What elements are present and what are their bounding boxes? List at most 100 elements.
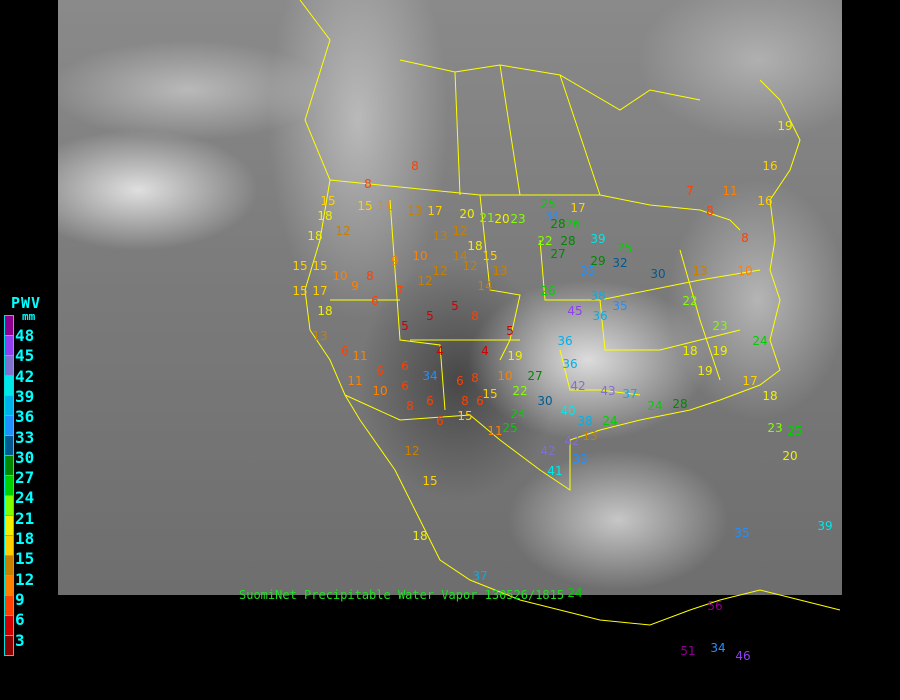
boundary-line bbox=[344, 79, 801, 491]
station-pwv-value: 11 bbox=[377, 199, 392, 213]
station-pwv-value: 8 bbox=[706, 204, 714, 218]
boundary-line bbox=[399, 59, 701, 111]
station-pwv-value: 13 bbox=[312, 329, 327, 343]
station-pwv-value: 18 bbox=[307, 229, 322, 243]
station-pwv-value: 9 bbox=[351, 279, 359, 293]
station-pwv-value: 5 bbox=[506, 324, 514, 338]
station-pwv-value: 8 bbox=[471, 371, 479, 385]
station-pwv-value: 18 bbox=[412, 529, 427, 543]
station-pwv-value: 13 bbox=[407, 204, 422, 218]
legend-label: 45 bbox=[15, 346, 35, 366]
legend-swatch bbox=[4, 455, 14, 475]
legend-color-bar bbox=[4, 315, 14, 656]
boundary-line bbox=[559, 74, 601, 196]
station-pwv-value: 27 bbox=[527, 369, 542, 383]
station-pwv-value: 23 bbox=[712, 319, 727, 333]
legend-label: 9 bbox=[15, 589, 25, 609]
map-caption: SuomiNet Precipitable Water Vapor 130526… bbox=[239, 588, 565, 602]
boundary-line bbox=[679, 249, 721, 381]
legend-label: 42 bbox=[15, 366, 35, 386]
station-pwv-value: 25 bbox=[787, 424, 802, 438]
station-pwv-value: 7 bbox=[396, 284, 404, 298]
station-pwv-value: 15 bbox=[482, 387, 497, 401]
station-pwv-value: 16 bbox=[762, 159, 777, 173]
station-pwv-value: 26 bbox=[565, 217, 580, 231]
station-pwv-value: 6 bbox=[436, 414, 444, 428]
station-pwv-value: 20 bbox=[782, 449, 797, 463]
station-pwv-value: 19 bbox=[507, 349, 522, 363]
station-pwv-value: 12 bbox=[462, 259, 477, 273]
station-pwv-value: 29 bbox=[590, 254, 605, 268]
legend-label: 36 bbox=[15, 407, 35, 427]
station-pwv-value: 41 bbox=[547, 464, 562, 478]
station-pwv-value: 10 bbox=[372, 384, 387, 398]
station-pwv-value: 38 bbox=[577, 414, 592, 428]
legend-label: 6 bbox=[15, 610, 25, 630]
station-pwv-value: 6 bbox=[376, 364, 384, 378]
station-pwv-value: 18 bbox=[682, 344, 697, 358]
legend-label: 18 bbox=[15, 529, 35, 548]
station-pwv-value: 23 bbox=[510, 212, 525, 226]
station-pwv-value: 28 bbox=[550, 217, 565, 231]
boundary-line bbox=[389, 199, 446, 411]
station-pwv-value: 15 bbox=[292, 259, 307, 273]
station-pwv-value: 6 bbox=[476, 394, 484, 408]
station-pwv-value: 8 bbox=[461, 394, 469, 408]
station-pwv-value: 5 bbox=[451, 299, 459, 313]
station-pwv-value: 18 bbox=[762, 389, 777, 403]
station-pwv-value: 42 bbox=[540, 444, 555, 458]
legend-swatch bbox=[4, 615, 14, 635]
station-pwv-value: 45 bbox=[567, 304, 582, 318]
station-pwv-value: 22 bbox=[537, 234, 552, 248]
station-pwv-value: 30 bbox=[537, 394, 552, 408]
station-pwv-value: 26 bbox=[540, 284, 555, 298]
legend-label: 3 bbox=[15, 630, 25, 650]
legend-swatch bbox=[4, 635, 14, 656]
station-pwv-value: 11 bbox=[352, 349, 367, 363]
station-pwv-value: 40 bbox=[560, 404, 575, 418]
station-pwv-value: 36 bbox=[562, 357, 577, 371]
station-pwv-value: 30 bbox=[650, 267, 665, 281]
station-pwv-value: 15 bbox=[357, 199, 372, 213]
station-pwv-value: 19 bbox=[697, 364, 712, 378]
station-pwv-value: 20 bbox=[459, 207, 474, 221]
station-pwv-value: 22 bbox=[512, 384, 527, 398]
station-pwv-value: 4 bbox=[481, 344, 489, 358]
station-pwv-value: 13 bbox=[432, 229, 447, 243]
station-pwv-value: 13 bbox=[582, 429, 597, 443]
station-pwv-value: 24 bbox=[602, 414, 617, 428]
legend-swatch bbox=[4, 595, 14, 615]
legend-unit: mm bbox=[22, 310, 36, 323]
boundary-line bbox=[559, 349, 641, 396]
station-pwv-value: 17 bbox=[570, 201, 585, 215]
station-pwv-value: 42 bbox=[564, 434, 579, 448]
station-pwv-value: 10 bbox=[332, 269, 347, 283]
legend-swatch bbox=[4, 315, 14, 335]
station-pwv-value: 12 bbox=[417, 274, 432, 288]
station-pwv-value: 12 bbox=[404, 444, 419, 458]
station-pwv-value: 17 bbox=[742, 374, 757, 388]
station-pwv-value: 19 bbox=[712, 344, 727, 358]
station-pwv-value: 10 bbox=[497, 369, 512, 383]
station-pwv-value: 25 bbox=[540, 197, 555, 211]
station-pwv-value: 56 bbox=[707, 599, 722, 613]
station-pwv-value: 32 bbox=[612, 256, 627, 270]
station-pwv-value: 15 bbox=[482, 249, 497, 263]
station-pwv-value: 13 bbox=[692, 264, 707, 278]
station-pwv-value: 6 bbox=[456, 374, 464, 388]
station-pwv-value: 35 bbox=[612, 299, 627, 313]
legend-swatch bbox=[4, 435, 14, 455]
station-pwv-value: 8 bbox=[366, 269, 374, 283]
station-pwv-value: 14 bbox=[452, 249, 467, 263]
station-pwv-value: 13 bbox=[492, 264, 507, 278]
station-pwv-value: 6 bbox=[371, 294, 379, 308]
station-pwv-value: 16 bbox=[757, 194, 772, 208]
legend-swatch bbox=[4, 415, 14, 435]
station-pwv-value: 6 bbox=[401, 379, 409, 393]
station-pwv-value: 8 bbox=[364, 177, 372, 191]
station-pwv-value: 35 bbox=[580, 264, 595, 278]
station-pwv-value: 35 bbox=[734, 526, 749, 540]
station-pwv-value: 11 bbox=[347, 374, 362, 388]
